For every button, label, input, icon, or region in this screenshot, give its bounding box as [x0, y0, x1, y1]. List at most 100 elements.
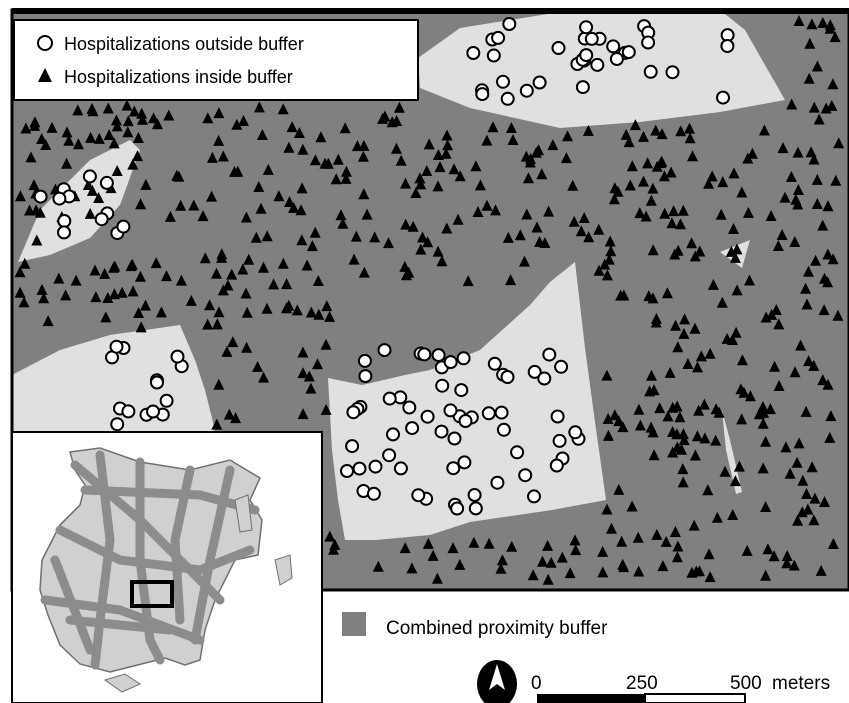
- inside-buffer-point: [255, 202, 267, 214]
- inside-buffer-point: [583, 231, 595, 243]
- inside-buffer-point: [109, 260, 121, 272]
- inside-buffer-point: [764, 403, 776, 415]
- inside-buffer-point: [531, 221, 543, 233]
- outside-buffer-point: [579, 20, 594, 35]
- inside-buffer-point: [647, 182, 659, 194]
- scale-segment-black: [537, 694, 645, 703]
- inside-buffer-point: [672, 540, 684, 552]
- inside-buffer-point: [632, 531, 644, 543]
- inside-buffer-point: [36, 133, 48, 144]
- inside-buffer-point: [560, 152, 572, 164]
- outside-buffer-point: [434, 424, 449, 439]
- inside-buffer-point: [523, 172, 534, 184]
- outside-buffer-point: [170, 349, 185, 364]
- inside-buffer-point: [25, 151, 37, 163]
- inside-buffer-point: [20, 122, 32, 134]
- outside-buffer-point: [584, 31, 599, 46]
- inside-buffer-point: [668, 205, 680, 217]
- top-frame-band: [12, 8, 849, 14]
- inside-buffer-point: [309, 226, 321, 238]
- inside-buffer-point: [89, 264, 101, 276]
- inside-buffer-point: [185, 294, 197, 306]
- inside-buffer-point: [277, 257, 289, 269]
- outside-buffer-point: [52, 191, 67, 206]
- outside-buffer-point: [435, 378, 450, 393]
- inside-buffer-point: [188, 199, 200, 211]
- outside-buffer-point: [716, 90, 730, 105]
- inside-buffer-point: [810, 254, 822, 266]
- inside-buffer-point: [148, 112, 159, 124]
- outside-buffer-point: [94, 212, 109, 227]
- inside-buffer-point: [31, 234, 43, 246]
- inside-buffer-point: [273, 190, 285, 202]
- inside-buffer-point: [468, 536, 480, 548]
- inside-buffer-point: [672, 341, 684, 353]
- inside-buffer-point: [647, 292, 659, 304]
- inside-buffer-point: [609, 409, 621, 421]
- inside-buffer-point: [597, 566, 609, 578]
- inside-buffer-point: [337, 217, 349, 229]
- outside-buffer-point: [420, 409, 435, 424]
- inside-buffer-point: [626, 500, 638, 512]
- inside-buffer-point: [616, 535, 628, 547]
- outside-buffer-point: [443, 355, 458, 370]
- inside-buffer-point: [702, 484, 714, 496]
- inside-buffer-point: [736, 186, 748, 198]
- inside-buffer-point: [820, 102, 832, 114]
- non-buffer-area-sliver: [722, 410, 742, 494]
- inside-buffer-point: [330, 173, 342, 185]
- inside-buffer-point: [369, 231, 381, 243]
- inside-buffer-point: [603, 253, 615, 265]
- outside-buffer-point: [532, 75, 547, 90]
- inside-buffer-point: [61, 157, 73, 169]
- inside-buffer-point: [792, 146, 804, 158]
- inside-buffer-point: [60, 289, 72, 301]
- inside-buffer-point: [481, 199, 493, 211]
- inside-buffer-point: [666, 217, 678, 229]
- inside-buffer-point: [29, 119, 41, 131]
- inside-buffer-point: [296, 182, 308, 194]
- inside-buffer-point: [656, 128, 668, 140]
- inside-buffer-point: [654, 402, 666, 414]
- outside-buffer-point: [358, 369, 373, 384]
- inside-buffer-point: [301, 259, 313, 271]
- inside-buffer-point: [731, 284, 743, 296]
- outside-buffer-point: [382, 448, 397, 463]
- inside-buffer-point: [395, 154, 407, 166]
- inside-buffer-point: [340, 172, 352, 184]
- inside-buffer-point: [801, 298, 813, 310]
- inside-buffer-point: [303, 370, 315, 382]
- inside-buffer-point: [729, 251, 741, 263]
- inside-buffer-point: [690, 565, 702, 577]
- inside-buffer-point: [660, 535, 672, 547]
- inside-buffer-point: [795, 339, 807, 351]
- inside-buffer-point: [569, 534, 581, 546]
- inside-buffer-point: [711, 511, 723, 523]
- inside-buffer-point: [312, 358, 323, 370]
- inside-buffer-point: [704, 571, 716, 583]
- outside-buffer-point: [466, 46, 481, 60]
- inside-buffer-point: [134, 270, 146, 282]
- outside-buffer-point: [621, 45, 636, 60]
- inside-buffer-point: [507, 134, 519, 145]
- inside-buffer-point: [30, 204, 42, 216]
- inside-buffer-point: [715, 208, 727, 220]
- inside-buffer-point: [806, 461, 818, 473]
- inside-buffer-point: [736, 354, 748, 366]
- inside-buffer-point: [127, 158, 139, 170]
- inside-buffer-point: [393, 101, 405, 113]
- inside-buffer-point: [524, 156, 536, 168]
- inside-buffer-point: [93, 132, 105, 144]
- inside-buffer-point: [819, 496, 830, 507]
- inside-buffer-point: [786, 98, 798, 110]
- outside-buffer-point: [366, 486, 381, 501]
- inside-buffer-point: [135, 198, 147, 210]
- outside-buffer-point: [450, 501, 465, 516]
- outside-buffer-point: [345, 439, 360, 454]
- inside-buffer-point: [432, 245, 444, 257]
- inside-buffer-point: [232, 165, 244, 177]
- inside-buffer-point: [646, 369, 657, 381]
- outside-buffer-point: [496, 422, 511, 437]
- inside-buffer-point: [432, 149, 444, 160]
